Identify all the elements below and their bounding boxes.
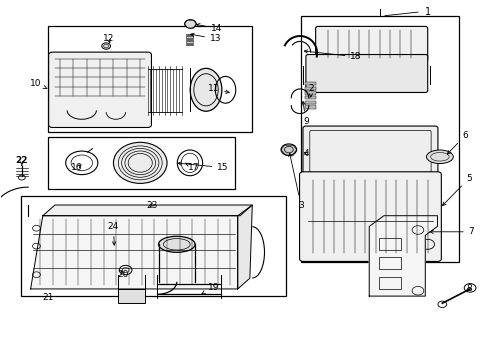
Text: 2: 2 (308, 84, 314, 97)
Bar (379, 277, 401, 289)
Text: 4: 4 (303, 149, 309, 158)
Text: 19: 19 (202, 283, 219, 294)
Ellipse shape (190, 68, 222, 111)
Bar (305, 96, 316, 99)
FancyBboxPatch shape (306, 54, 428, 93)
Text: 12: 12 (103, 35, 114, 44)
Bar (379, 238, 401, 249)
Bar (305, 82, 316, 85)
Text: 3: 3 (289, 153, 304, 210)
Text: 7: 7 (430, 227, 474, 236)
Text: 20: 20 (118, 270, 129, 279)
Bar (186, 36, 194, 38)
Bar (301, 16, 460, 262)
Text: 11: 11 (208, 84, 229, 94)
Text: 6: 6 (447, 131, 468, 154)
Circle shape (185, 19, 196, 28)
Ellipse shape (159, 236, 195, 252)
Text: 8: 8 (466, 284, 472, 293)
Text: 23: 23 (147, 201, 158, 210)
Polygon shape (30, 216, 238, 289)
Bar (186, 33, 194, 35)
FancyBboxPatch shape (299, 172, 441, 261)
Text: 15: 15 (178, 162, 229, 172)
Text: 1: 1 (425, 7, 431, 17)
Bar (118, 289, 145, 303)
Text: 24: 24 (108, 222, 119, 245)
FancyBboxPatch shape (316, 26, 428, 61)
Bar (305, 87, 316, 90)
Text: 10: 10 (30, 79, 47, 89)
Bar (48, 26, 252, 132)
Bar (21, 196, 287, 296)
Text: 5: 5 (442, 174, 472, 206)
Ellipse shape (114, 142, 167, 183)
Polygon shape (43, 205, 252, 216)
Bar (305, 101, 316, 104)
Text: 18: 18 (304, 50, 362, 61)
Bar (305, 105, 316, 109)
FancyBboxPatch shape (303, 126, 438, 179)
Polygon shape (238, 205, 252, 289)
Text: 17: 17 (185, 163, 199, 172)
Bar (48, 137, 235, 189)
Bar (186, 44, 194, 45)
Text: 13: 13 (191, 33, 221, 44)
Text: 14: 14 (196, 23, 222, 33)
FancyBboxPatch shape (49, 52, 151, 127)
Bar (379, 257, 401, 269)
Text: 21: 21 (42, 293, 53, 302)
Circle shape (102, 43, 111, 49)
Circle shape (281, 144, 296, 156)
Text: 16: 16 (71, 163, 83, 172)
Bar (305, 91, 316, 95)
Text: 22: 22 (16, 156, 28, 165)
Polygon shape (369, 216, 438, 296)
Bar (186, 39, 194, 40)
Bar (186, 41, 194, 43)
Text: 9: 9 (302, 102, 309, 126)
Ellipse shape (426, 150, 453, 163)
